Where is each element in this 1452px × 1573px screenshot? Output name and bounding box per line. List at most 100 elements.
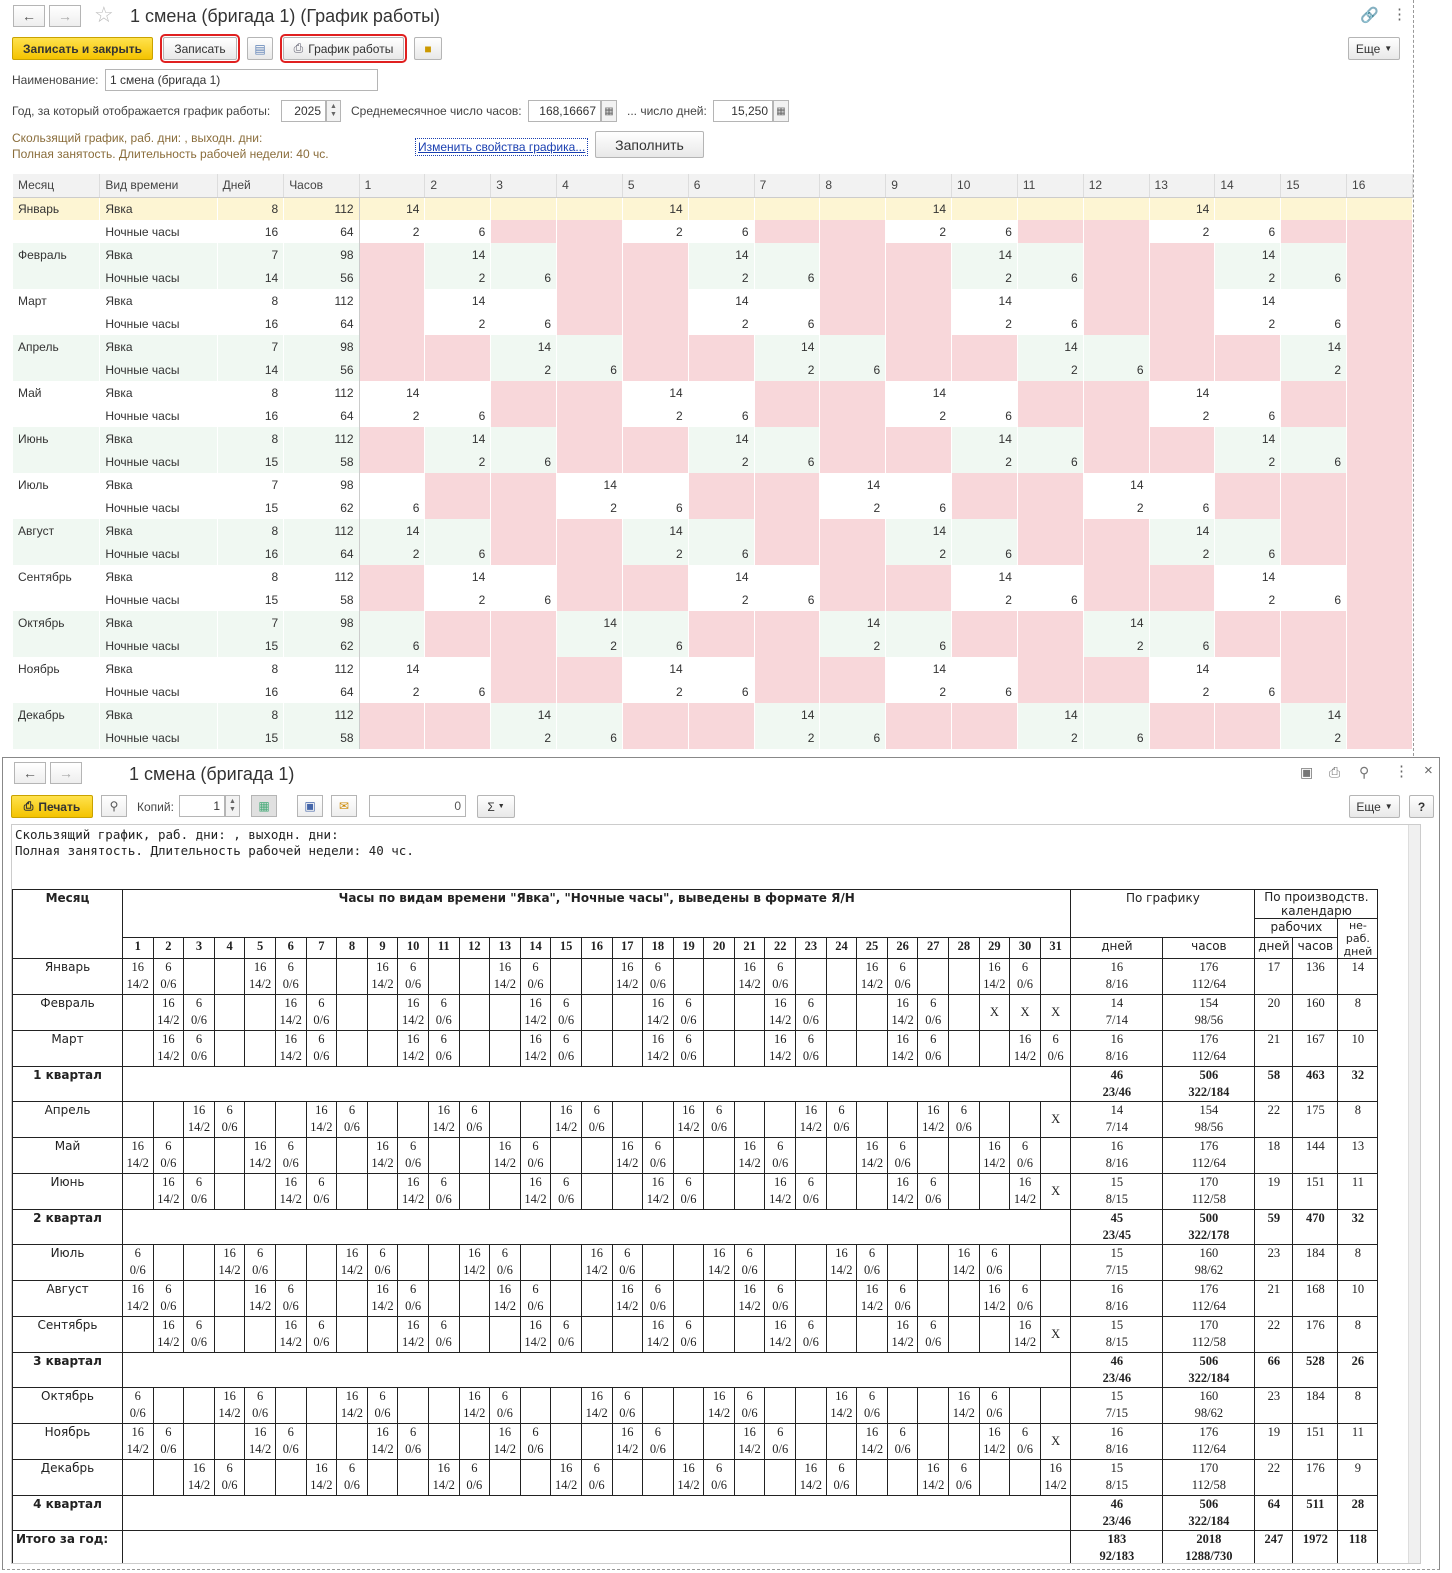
day-cell[interactable] <box>1149 703 1216 726</box>
grid-col-header[interactable]: 11 <box>1017 174 1084 198</box>
day-cell[interactable] <box>819 542 887 565</box>
day-cell[interactable] <box>424 496 492 519</box>
day-cell[interactable] <box>754 611 821 634</box>
day-cell[interactable]: 6 <box>1149 634 1216 657</box>
save-button[interactable]: ▣ <box>297 795 323 817</box>
day-cell[interactable]: 14 <box>424 289 492 312</box>
day-cell[interactable]: 14 <box>1017 703 1084 726</box>
day-cell[interactable]: 2 <box>688 266 755 289</box>
day-cell[interactable] <box>1017 657 1084 680</box>
day-cell[interactable] <box>1214 473 1282 496</box>
day-cell[interactable] <box>1346 496 1413 519</box>
day-cell[interactable] <box>424 519 492 542</box>
day-cell[interactable]: 2 <box>1280 726 1348 749</box>
day-cell[interactable] <box>1280 657 1348 680</box>
day-cell[interactable] <box>556 243 623 266</box>
day-cell[interactable] <box>1346 358 1413 381</box>
day-cell[interactable] <box>1280 473 1348 496</box>
day-cell[interactable] <box>1083 312 1150 335</box>
grid-row[interactable]: Май Явка 8 112 14 14 14 14 <box>13 381 1413 404</box>
day-cell[interactable]: 2 <box>951 312 1018 335</box>
day-cell[interactable] <box>424 657 492 680</box>
day-cell[interactable] <box>951 611 1018 634</box>
day-cell[interactable] <box>885 243 953 266</box>
day-cell[interactable] <box>1017 611 1084 634</box>
day-cell[interactable] <box>1083 519 1150 542</box>
preview-icon[interactable]: ⚲ <box>1359 764 1370 780</box>
day-cell[interactable] <box>819 220 887 243</box>
day-cell[interactable] <box>424 358 492 381</box>
day-cell[interactable]: 6 <box>359 496 426 519</box>
grid-col-header[interactable]: 10 <box>951 174 1018 198</box>
day-cell[interactable]: 2 <box>1149 680 1216 703</box>
day-cell[interactable]: 6 <box>688 542 755 565</box>
day-cell[interactable] <box>490 611 558 634</box>
avg-days-calc-button[interactable]: ▦ <box>773 100 789 122</box>
day-cell[interactable]: 6 <box>1083 726 1150 749</box>
change-properties-link[interactable]: Изменить свойства графика... <box>415 138 589 156</box>
day-cell[interactable]: 6 <box>1214 220 1282 243</box>
day-cell[interactable] <box>885 450 953 473</box>
star-icon[interactable]: ☆ <box>94 2 114 27</box>
day-cell[interactable]: 14 <box>556 611 623 634</box>
day-cell[interactable]: 14 <box>688 289 755 312</box>
day-cell[interactable] <box>819 335 887 358</box>
day-cell[interactable] <box>754 634 821 657</box>
day-cell[interactable] <box>424 611 492 634</box>
day-cell[interactable] <box>1346 312 1413 335</box>
day-cell[interactable] <box>688 473 755 496</box>
day-cell[interactable] <box>490 220 558 243</box>
day-cell[interactable]: 14 <box>688 243 755 266</box>
grid-col-header[interactable]: 5 <box>622 174 689 198</box>
day-cell[interactable] <box>1083 680 1150 703</box>
day-cell[interactable] <box>1280 289 1348 312</box>
day-cell[interactable] <box>490 496 558 519</box>
day-cell[interactable]: 6 <box>1017 312 1084 335</box>
grid-row[interactable]: Февраль Явка 7 98 14 14 14 14 <box>13 243 1413 266</box>
day-cell[interactable] <box>1149 312 1216 335</box>
day-cell[interactable]: 6 <box>754 588 821 611</box>
day-cell[interactable]: 14 <box>490 703 558 726</box>
day-cell[interactable]: 14 <box>885 519 953 542</box>
day-cell[interactable]: 6 <box>754 450 821 473</box>
grid-row[interactable]: Ночные часы 14 56 2 6 2 6 2 6 2 6 <box>13 266 1413 289</box>
grid-col-header[interactable]: Месяц <box>13 174 101 198</box>
day-cell[interactable]: 6 <box>1017 588 1084 611</box>
day-cell[interactable] <box>688 335 755 358</box>
day-cell[interactable] <box>951 197 1018 220</box>
day-cell[interactable] <box>556 588 623 611</box>
day-cell[interactable]: 2 <box>885 680 953 703</box>
grid-col-header[interactable]: 3 <box>490 174 558 198</box>
day-cell[interactable] <box>1280 427 1348 450</box>
day-cell[interactable]: 6 <box>424 404 492 427</box>
day-cell[interactable] <box>359 450 426 473</box>
sum-field[interactable]: 0 <box>369 795 466 817</box>
day-cell[interactable] <box>885 565 953 588</box>
day-cell[interactable]: 2 <box>622 404 689 427</box>
day-cell[interactable] <box>1017 427 1084 450</box>
day-cell[interactable]: 6 <box>1280 450 1348 473</box>
day-cell[interactable] <box>1214 726 1282 749</box>
day-cell[interactable]: 14 <box>622 657 689 680</box>
day-cell[interactable]: 14 <box>424 427 492 450</box>
day-cell[interactable] <box>490 289 558 312</box>
grid-col-header[interactable]: 4 <box>556 174 623 198</box>
day-cell[interactable] <box>1017 404 1084 427</box>
day-cell[interactable] <box>819 680 887 703</box>
day-cell[interactable] <box>490 542 558 565</box>
day-cell[interactable] <box>1083 381 1150 404</box>
day-cell[interactable] <box>819 519 887 542</box>
day-cell[interactable] <box>556 519 623 542</box>
edit-mode-button[interactable]: ▦ <box>251 795 277 817</box>
day-cell[interactable]: 14 <box>1083 611 1150 634</box>
day-cell[interactable]: 2 <box>1017 726 1084 749</box>
day-cell[interactable]: 2 <box>1214 450 1282 473</box>
day-cell[interactable] <box>622 726 689 749</box>
day-cell[interactable] <box>1083 335 1150 358</box>
day-cell[interactable] <box>1083 220 1150 243</box>
day-cell[interactable]: 6 <box>1017 450 1084 473</box>
grid-col-header[interactable]: 15 <box>1280 174 1348 198</box>
day-cell[interactable] <box>1017 381 1084 404</box>
day-cell[interactable] <box>622 450 689 473</box>
day-cell[interactable] <box>1083 289 1150 312</box>
